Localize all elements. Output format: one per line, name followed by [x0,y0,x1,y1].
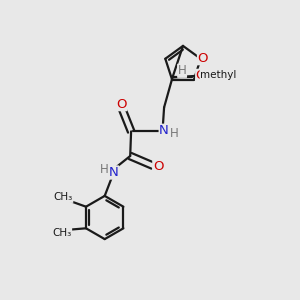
Text: O: O [153,160,163,173]
Text: CH₃: CH₃ [52,228,72,238]
Text: O: O [197,52,208,65]
Text: N: N [159,124,169,137]
Text: O: O [116,98,127,111]
Text: H: H [169,127,178,140]
Text: CH₃: CH₃ [54,192,73,203]
Text: H: H [178,64,187,77]
Text: H: H [100,163,109,176]
Text: N: N [109,166,118,179]
Text: O: O [196,69,206,82]
Text: methyl: methyl [200,70,237,80]
